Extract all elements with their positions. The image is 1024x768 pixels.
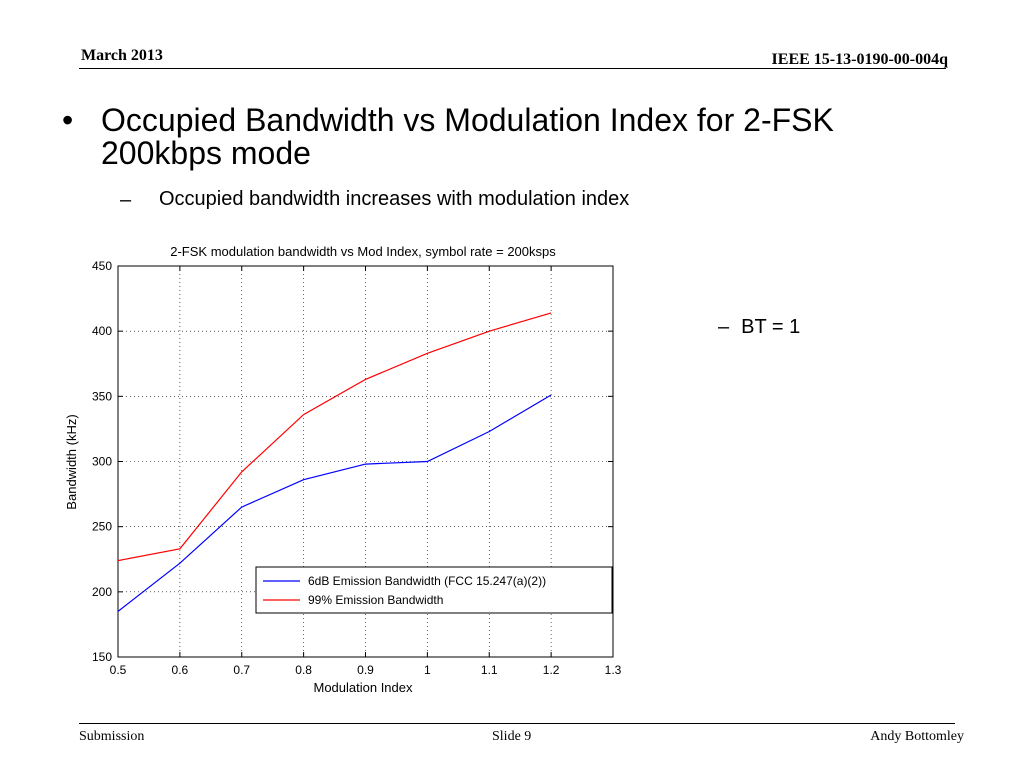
legend-label-2: 99% Emission Bandwidth [308, 593, 443, 607]
bullet-marker: • [62, 102, 74, 138]
y-tick-label: 450 [92, 259, 112, 273]
header-date: March 2013 [81, 47, 163, 64]
tick-layer: 0.5 0.6 0.7 0.8 0.9 1 1.1 1.2 1.3 150 200 250 300 350… [92, 259, 622, 677]
header-divider [79, 68, 946, 69]
chart-legend: 6dB Emission Bandwidth (FCC 15.247(a)(2)… [255, 566, 613, 614]
y-tick-label: 400 [92, 324, 112, 338]
y-tick-label: 350 [92, 389, 112, 403]
side-note-dash: – [718, 316, 730, 338]
series-layer [117, 312, 552, 612]
x-tick-label: 1.3 [605, 663, 622, 677]
slide-title: Occupied Bandwidth vs Modulation Index f… [101, 102, 834, 171]
footer-submission: Submission [79, 729, 145, 744]
footer-divider [79, 723, 955, 724]
x-tick-label: 1 [424, 663, 431, 677]
chart-title: 2-FSK modulation bandwidth vs Mod Index,… [170, 244, 556, 259]
x-tick-label: 0.5 [110, 663, 127, 677]
x-tick-label: 0.7 [233, 663, 250, 677]
sub-bullet-text: Occupied bandwidth increases with modula… [159, 188, 630, 210]
x-tick-label: 0.9 [357, 663, 374, 677]
side-note: – BT = 1 [718, 316, 800, 339]
y-axis-label: Bandwidth (kHz) [64, 414, 79, 509]
legend-label-1: 6dB Emission Bandwidth (FCC 15.247(a)(2)… [308, 574, 546, 588]
x-tick-label: 1.1 [481, 663, 498, 677]
footer-author: Andy Bottomley [870, 729, 964, 744]
series-line-2 [117, 312, 552, 562]
x-tick-label: 1.2 [543, 663, 560, 677]
series-line-1 [117, 394, 552, 612]
sub-bullet-dash: – [120, 189, 132, 211]
footer-slide-number: Slide 9 [492, 729, 532, 744]
header-document-id: IEEE 15-13-0190-00-004q [771, 51, 948, 68]
side-note-text: BT = 1 [741, 316, 801, 338]
y-tick-label: 250 [92, 520, 112, 534]
bandwidth-chart: 0.5 0.6 0.7 0.8 0.9 1 1.1 1.2 1.3 150 200 250 300 350… [64, 244, 622, 695]
x-tick-label: 0.6 [172, 663, 189, 677]
y-tick-label: 200 [92, 585, 112, 599]
legend-box [255, 566, 613, 614]
x-axis-label: Modulation Index [313, 680, 413, 695]
x-tick-label: 0.8 [295, 663, 312, 677]
y-tick-label: 300 [92, 455, 112, 469]
y-tick-label: 150 [92, 650, 112, 664]
